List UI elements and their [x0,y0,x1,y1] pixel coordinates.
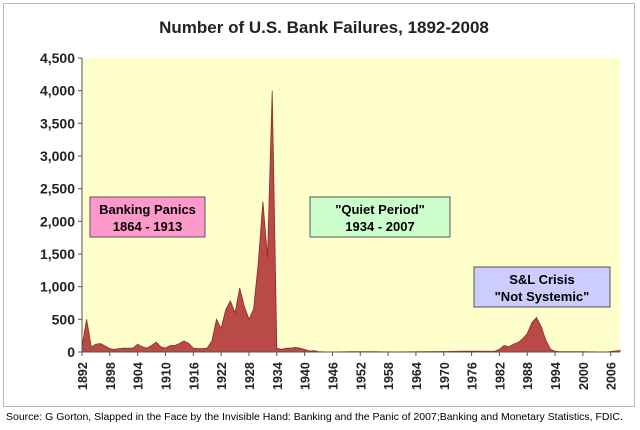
y-axis-tick-labels: 0 500 1,000 1,500 2,000 2,500 3,000 3,500 4,000 4… [40,50,82,360]
y-tick-label: 3,000 [40,148,75,164]
x-tick-label: 1904 [132,362,146,390]
x-tick-label: 1922 [215,362,229,390]
callout-sl-crisis-line1: S&L Crisis [509,272,575,287]
x-tick-label: 2000 [577,362,591,390]
y-tick-label: 1,000 [40,279,75,295]
callout-banking-panics: Banking Panics 1864 - 1913 [89,196,206,238]
x-tick-label: 1898 [104,362,118,390]
series-area-0 [81,90,621,353]
source-note: Source: G Gorton, Slapped in the Face by… [6,411,623,423]
x-tick-label: 1982 [493,362,507,390]
y-tick-label: 4,500 [40,50,75,66]
x-tick-label: 1994 [549,362,563,390]
x-tick-label: 1934 [271,362,285,390]
bank-failures-chart: Number of U.S. Bank Failures, 1892-2008 … [40,18,621,390]
y-tick-label: 2,500 [40,181,75,197]
x-tick-label: 1946 [326,362,340,390]
callout-sl-crisis-line2: "Not Systemic" [495,289,590,304]
chart-title: Number of U.S. Bank Failures, 1892-2008 [159,18,489,37]
series-area-layer [81,90,621,353]
chart-frame [3,3,635,407]
x-tick-label: 1940 [299,362,313,390]
x-tick-label: 1916 [187,362,201,390]
callout-quiet-period: "Quiet Period" 1934 - 2007 [309,196,451,238]
x-tick-label: 1970 [438,362,452,390]
x-tick-label: 1910 [159,362,173,390]
y-tick-label: 3,500 [40,115,75,131]
x-tick-label: 1964 [410,362,424,390]
x-axis-tick-labels: 1892 1898 1904 1910 1916 1922 1928 1934 1940 1946… [76,352,619,390]
callout-quiet-period-line1: "Quiet Period" [335,202,425,217]
x-tick-label: 1952 [354,362,368,390]
callout-banking-panics-line1: Banking Panics [99,202,196,217]
callout-sl-crisis: S&L Crisis "Not Systemic" [473,266,611,308]
axes [81,58,620,353]
x-tick-label: 2006 [605,362,619,390]
y-tick-label: 4,000 [40,83,75,99]
x-tick-label: 1928 [243,362,257,390]
x-tick-label: 1988 [521,362,535,390]
y-tick-label: 1,500 [40,246,75,262]
callout-quiet-period-line2: 1934 - 2007 [345,219,414,234]
y-tick-label: 0 [67,344,75,360]
callout-banking-panics-line2: 1864 - 1913 [113,219,182,234]
x-tick-label: 1958 [382,362,396,390]
x-tick-label: 1976 [466,362,480,390]
x-tick-label: 1892 [76,362,90,390]
y-tick-label: 2,000 [40,213,75,229]
y-tick-label: 500 [52,311,76,327]
